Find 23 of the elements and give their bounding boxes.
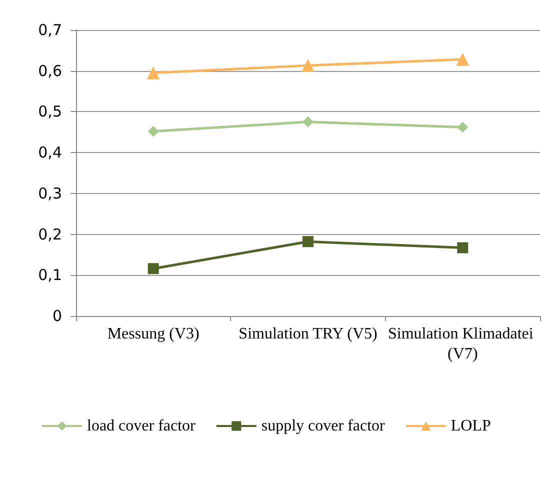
y-tick-label: 0,3	[38, 184, 62, 202]
point	[456, 52, 470, 66]
point	[457, 242, 468, 254]
y-tick-label: 0,6	[38, 62, 62, 80]
point	[302, 59, 314, 72]
point	[148, 263, 159, 274]
y-tick-label: 0,2	[38, 225, 62, 244]
x-tick-label: Messung (V3)	[107, 326, 200, 342]
point	[146, 66, 160, 80]
y-tick-label: 0,5	[38, 102, 62, 121]
legend-label: load cover factor	[87, 418, 196, 434]
y-tick-label: 0	[52, 307, 62, 325]
point	[302, 116, 314, 128]
legend-label: LOLP	[450, 418, 491, 434]
y-tick-label: 0,4	[38, 144, 62, 162]
point	[302, 236, 314, 248]
y-tick-label: 0,1	[38, 266, 62, 284]
x-tick-label: Simulation Klimadatei (V7)	[388, 326, 538, 362]
point	[148, 126, 159, 137]
legend-label: supply cover factor	[261, 418, 386, 434]
x-tick-label: Simulation TRY (V5)	[238, 326, 378, 342]
point	[457, 122, 468, 133]
y-tick-label: 0,7	[38, 21, 62, 39]
